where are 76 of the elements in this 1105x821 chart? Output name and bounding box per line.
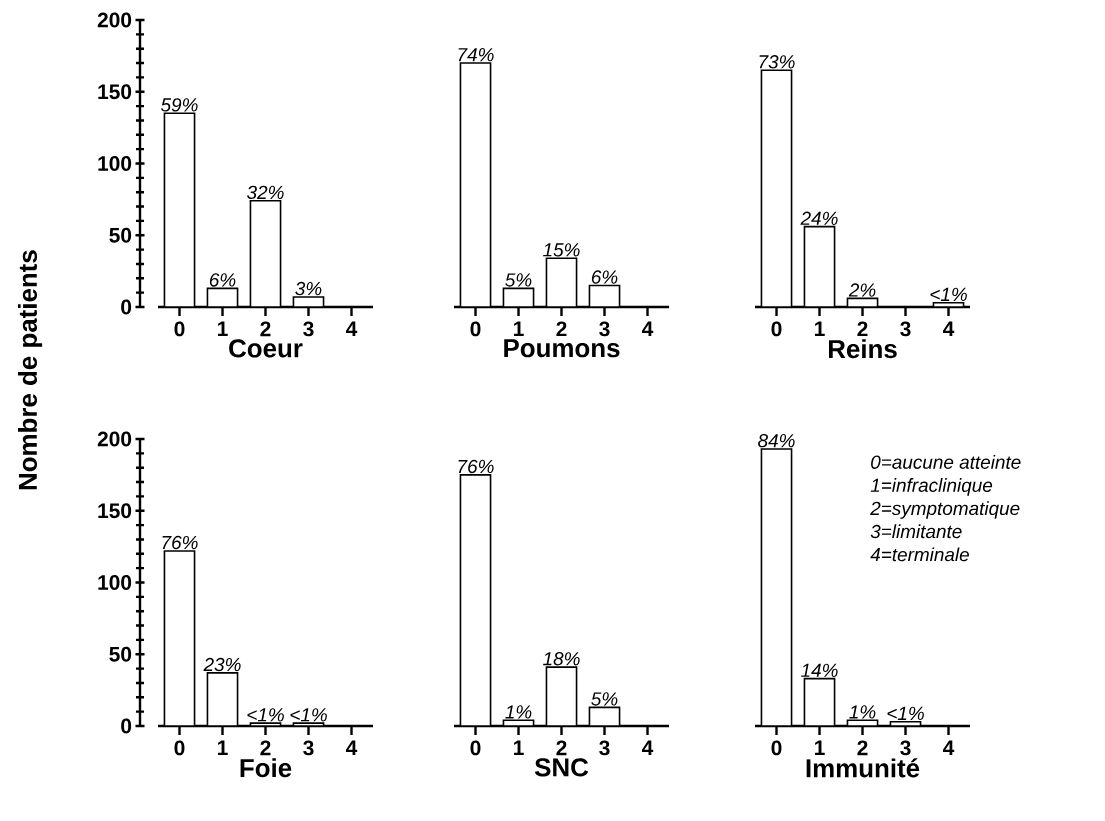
- annotation: 23%: [203, 657, 241, 672]
- x-axis-title: Coeur: [229, 339, 303, 358]
- x-tick-label: 0: [174, 321, 185, 337]
- x-tick-label: 1: [514, 321, 524, 336]
- x-tick-label: 3: [303, 321, 314, 337]
- annotation: 2=symptomatique: [870, 501, 1020, 519]
- x-tick-label: 4: [943, 740, 955, 755]
- x-axis-title: Foie: [240, 758, 292, 778]
- annotation: <1%: [290, 708, 327, 722]
- annotation: 1=infraclinique: [870, 478, 993, 496]
- x-tick-label: 1: [815, 740, 825, 755]
- annotation: 3=limitante: [870, 524, 962, 539]
- x-tick-label: 1: [514, 740, 524, 755]
- x-tick-label: 2: [260, 740, 271, 756]
- x-tick-label: 4: [346, 321, 358, 336]
- annotation: <1%: [887, 706, 924, 720]
- annotation: 3%: [295, 281, 322, 296]
- x-tick-label: 4: [943, 321, 955, 336]
- y-tick-label: 150: [98, 84, 132, 100]
- x-tick-label: 3: [900, 740, 911, 756]
- x-tick-label: 4: [642, 740, 654, 755]
- x-tick-label: 0: [174, 740, 185, 756]
- annotation: 76%: [458, 459, 494, 474]
- annotation: 4=terminale: [870, 547, 969, 562]
- x-tick-label: 3: [900, 321, 911, 337]
- annotation: 1%: [505, 705, 532, 719]
- x-tick-label: 1: [218, 740, 228, 755]
- x-axis-title: Poumons: [504, 339, 620, 358]
- annotation: 14%: [801, 663, 838, 677]
- y-tick-label: 150: [98, 503, 132, 519]
- y-tick-label: 0: [121, 299, 132, 315]
- annotation: 6%: [209, 273, 236, 287]
- y-tick-label: 100: [98, 156, 132, 171]
- annotation: 6%: [591, 270, 618, 284]
- annotation: 1%: [849, 705, 876, 719]
- y-tick-label: 200: [97, 431, 132, 447]
- x-tick-label: 2: [556, 321, 567, 337]
- x-axis-title: Immunité: [806, 758, 920, 778]
- annotation: 18%: [543, 652, 580, 666]
- annotation: <1%: [247, 708, 284, 722]
- y-axis-title: Nombre de patients: [18, 250, 43, 490]
- annotation: 73%: [759, 55, 795, 69]
- x-axis-title: Reins: [828, 339, 897, 359]
- x-tick-label: 1: [218, 321, 228, 336]
- x-tick-label: 3: [303, 740, 314, 756]
- annotation: 59%: [160, 98, 198, 112]
- x-tick-label: 0: [771, 321, 782, 337]
- x-tick-label: 3: [599, 321, 610, 337]
- x-axis-title: SNC: [534, 758, 589, 777]
- annotation: 15%: [543, 243, 580, 257]
- annotation: 24%: [800, 211, 838, 225]
- y-tick-label: 100: [98, 575, 132, 590]
- x-tick-label: 0: [771, 740, 782, 756]
- y-tick-label: 50: [109, 227, 132, 243]
- x-tick-label: 2: [556, 740, 567, 756]
- x-tick-label: 2: [857, 321, 868, 337]
- x-tick-label: 2: [260, 321, 271, 337]
- x-tick-label: 1: [815, 321, 825, 336]
- annotation: 74%: [458, 48, 494, 62]
- x-tick-label: 4: [346, 740, 358, 755]
- y-tick-label: 200: [97, 12, 132, 28]
- annotation: 32%: [247, 185, 284, 200]
- annotation: 5%: [505, 273, 532, 287]
- x-tick-label: 2: [857, 740, 868, 756]
- x-tick-label: 3: [599, 740, 610, 756]
- annotation: 76%: [162, 535, 198, 550]
- y-tick-label: 50: [109, 646, 132, 662]
- x-tick-label: 4: [642, 321, 654, 336]
- annotation: 84%: [758, 433, 795, 448]
- x-tick-label: 0: [470, 740, 481, 756]
- annotation: 2%: [848, 283, 876, 297]
- annotation: 5%: [591, 692, 618, 706]
- y-tick-label: 0: [121, 718, 132, 734]
- annotation: 0=aucune atteinte: [871, 454, 1021, 469]
- x-tick-label: 0: [470, 321, 481, 337]
- annotation: <1%: [930, 287, 967, 301]
